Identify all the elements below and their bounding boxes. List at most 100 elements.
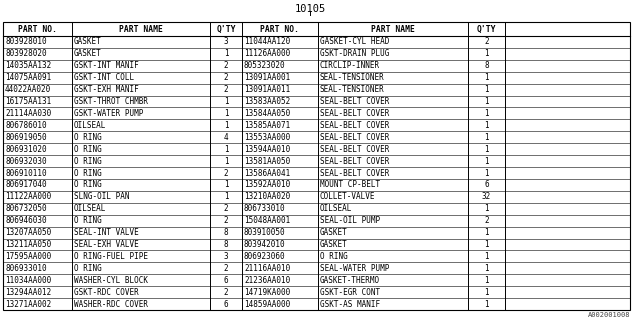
Text: 1: 1: [224, 49, 228, 58]
Text: O RING: O RING: [74, 216, 102, 225]
Text: 806917040: 806917040: [5, 180, 47, 189]
Text: O RING: O RING: [320, 252, 348, 261]
Text: 11126AA000: 11126AA000: [244, 49, 291, 58]
Text: 13294AA012: 13294AA012: [5, 288, 51, 297]
Text: 806923060: 806923060: [244, 252, 285, 261]
Text: 3: 3: [224, 252, 228, 261]
Text: 806910110: 806910110: [5, 169, 47, 178]
Text: SEAL-OIL PUMP: SEAL-OIL PUMP: [320, 216, 380, 225]
Text: SEAL-BELT COVER: SEAL-BELT COVER: [320, 169, 389, 178]
Text: 2: 2: [224, 85, 228, 94]
Text: GSKT-AS MANIF: GSKT-AS MANIF: [320, 300, 380, 308]
Text: 1: 1: [484, 204, 489, 213]
Text: 1: 1: [484, 228, 489, 237]
Text: 1: 1: [224, 156, 228, 165]
Text: O RING: O RING: [74, 169, 102, 178]
Text: 13210AA020: 13210AA020: [244, 192, 291, 201]
Text: O RING: O RING: [74, 264, 102, 273]
Text: 1: 1: [224, 192, 228, 201]
Text: 1: 1: [484, 276, 489, 285]
Text: 13211AA050: 13211AA050: [5, 240, 51, 249]
Text: SEAL-BELT COVER: SEAL-BELT COVER: [320, 121, 389, 130]
Text: 13091AA001: 13091AA001: [244, 73, 291, 82]
Text: SEAL-INT VALVE: SEAL-INT VALVE: [74, 228, 139, 237]
Text: GASKET: GASKET: [320, 228, 348, 237]
Text: 13553AA000: 13553AA000: [244, 133, 291, 142]
Text: 1: 1: [484, 73, 489, 82]
Text: 2: 2: [224, 288, 228, 297]
Text: O RING: O RING: [74, 133, 102, 142]
Text: 11034AA000: 11034AA000: [5, 276, 51, 285]
Text: 14719KA000: 14719KA000: [244, 288, 291, 297]
Text: GASKET: GASKET: [320, 240, 348, 249]
Text: 21114AA030: 21114AA030: [5, 109, 51, 118]
Text: 806932030: 806932030: [5, 156, 47, 165]
Text: 8: 8: [224, 240, 228, 249]
Text: 806933010: 806933010: [5, 264, 47, 273]
Text: 17595AA000: 17595AA000: [5, 252, 51, 261]
Text: GSKT-INT MANIF: GSKT-INT MANIF: [74, 61, 139, 70]
Text: 2: 2: [224, 169, 228, 178]
Text: WASHER-CYL BLOCK: WASHER-CYL BLOCK: [74, 276, 148, 285]
Text: 6: 6: [224, 276, 228, 285]
Text: O RING-FUEL PIPE: O RING-FUEL PIPE: [74, 252, 148, 261]
Text: 1: 1: [484, 169, 489, 178]
Text: 1: 1: [484, 145, 489, 154]
Text: 1: 1: [224, 121, 228, 130]
Text: 3: 3: [224, 37, 228, 46]
Text: GASKET: GASKET: [74, 49, 102, 58]
Text: 2: 2: [484, 216, 489, 225]
Text: 1: 1: [484, 288, 489, 297]
Text: 1: 1: [224, 180, 228, 189]
Text: PART NO.: PART NO.: [260, 25, 300, 34]
Text: SEAL-BELT COVER: SEAL-BELT COVER: [320, 156, 389, 165]
Text: 11122AA000: 11122AA000: [5, 192, 51, 201]
Text: 13271AA002: 13271AA002: [5, 300, 51, 308]
Text: SEAL-BELT COVER: SEAL-BELT COVER: [320, 133, 389, 142]
Text: 803928010: 803928010: [5, 37, 47, 46]
Text: GSKT-THROT CHMBR: GSKT-THROT CHMBR: [74, 97, 148, 106]
Text: OILSEAL: OILSEAL: [74, 204, 106, 213]
Text: 1: 1: [224, 109, 228, 118]
Text: 13592AA010: 13592AA010: [244, 180, 291, 189]
Text: 10105: 10105: [294, 4, 326, 14]
Text: GSKT-WATER PUMP: GSKT-WATER PUMP: [74, 109, 143, 118]
Text: Q'TY: Q'TY: [477, 25, 496, 34]
Text: 14859AA000: 14859AA000: [244, 300, 291, 308]
Text: 4: 4: [224, 133, 228, 142]
Text: 2: 2: [224, 204, 228, 213]
Text: 14075AA091: 14075AA091: [5, 73, 51, 82]
Text: 2: 2: [224, 61, 228, 70]
Text: 806786010: 806786010: [5, 121, 47, 130]
Text: 1: 1: [484, 49, 489, 58]
Text: O RING: O RING: [74, 156, 102, 165]
Text: SEAL-BELT COVER: SEAL-BELT COVER: [320, 109, 389, 118]
Text: OILSEAL: OILSEAL: [74, 121, 106, 130]
Text: 8: 8: [484, 61, 489, 70]
Text: 806946030: 806946030: [5, 216, 47, 225]
Text: 2: 2: [224, 216, 228, 225]
Text: SEAL-TENSIONER: SEAL-TENSIONER: [320, 73, 385, 82]
Text: 2: 2: [224, 73, 228, 82]
Text: 1: 1: [484, 240, 489, 249]
Text: 806733010: 806733010: [244, 204, 285, 213]
Text: SEAL-BELT COVER: SEAL-BELT COVER: [320, 145, 389, 154]
Text: 1: 1: [484, 121, 489, 130]
Text: OILSEAL: OILSEAL: [320, 204, 353, 213]
Text: PART NO.: PART NO.: [18, 25, 57, 34]
Text: 1: 1: [484, 109, 489, 118]
Text: SEAL-TENSIONER: SEAL-TENSIONER: [320, 85, 385, 94]
Text: 13581AA050: 13581AA050: [244, 156, 291, 165]
Text: 14035AA132: 14035AA132: [5, 61, 51, 70]
Text: 1: 1: [484, 133, 489, 142]
Text: 803910050: 803910050: [244, 228, 285, 237]
Text: 1: 1: [224, 145, 228, 154]
Text: 21116AA010: 21116AA010: [244, 264, 291, 273]
Text: A002001008: A002001008: [588, 312, 630, 318]
Text: 11044AA120: 11044AA120: [244, 37, 291, 46]
Text: 1: 1: [484, 156, 489, 165]
Text: COLLET-VALVE: COLLET-VALVE: [320, 192, 376, 201]
Text: 1: 1: [484, 252, 489, 261]
Text: 1: 1: [484, 97, 489, 106]
Text: 1: 1: [484, 264, 489, 273]
